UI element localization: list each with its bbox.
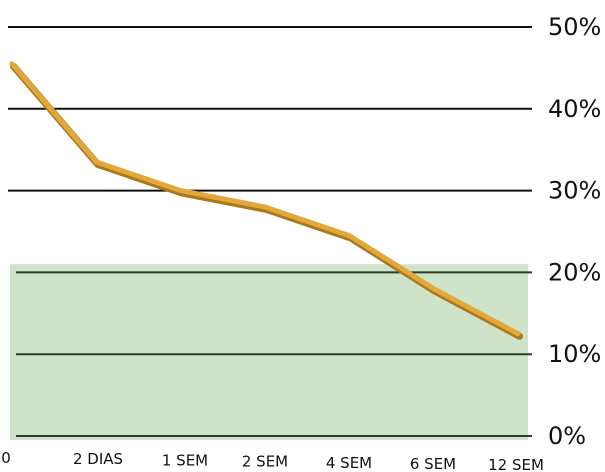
series-line-layer xyxy=(9,61,523,340)
x-tick-label: 2 DIAS xyxy=(73,450,123,468)
shaded-band xyxy=(10,264,528,440)
data-point xyxy=(95,160,98,164)
data-point xyxy=(263,205,267,209)
data-point xyxy=(348,234,351,237)
x-tick-label: 2 SEM xyxy=(242,453,288,471)
data-point xyxy=(432,287,435,290)
shaded-band-layer xyxy=(10,264,528,440)
x-tick-label: 1 SEM xyxy=(162,451,208,469)
data-point xyxy=(179,189,182,192)
x-axis-tick-labels: 0 2 DIAS 1 SEM 2 SEM 4 SEM 6 SEM 12 SEM xyxy=(1,449,544,472)
y-tick-label: 10% xyxy=(548,340,601,368)
data-point xyxy=(516,332,520,335)
y-tick-label: 0% xyxy=(548,422,586,450)
y-tick-label: 30% xyxy=(548,177,601,205)
y-tick-label: 50% xyxy=(548,13,601,41)
x-tick-label: 12 SEM xyxy=(488,456,544,472)
x-tick-label: 6 SEM xyxy=(410,455,456,472)
y-tick-label: 40% xyxy=(548,95,601,123)
y-axis-tick-labels: 0% 10% 20% 30% 40% 50% xyxy=(548,13,601,450)
data-point xyxy=(10,62,14,66)
x-tick-label: 0 xyxy=(1,449,11,467)
x-tick-label: 4 SEM xyxy=(326,454,372,472)
y-tick-label: 20% xyxy=(548,258,601,286)
gridlines xyxy=(8,26,532,437)
